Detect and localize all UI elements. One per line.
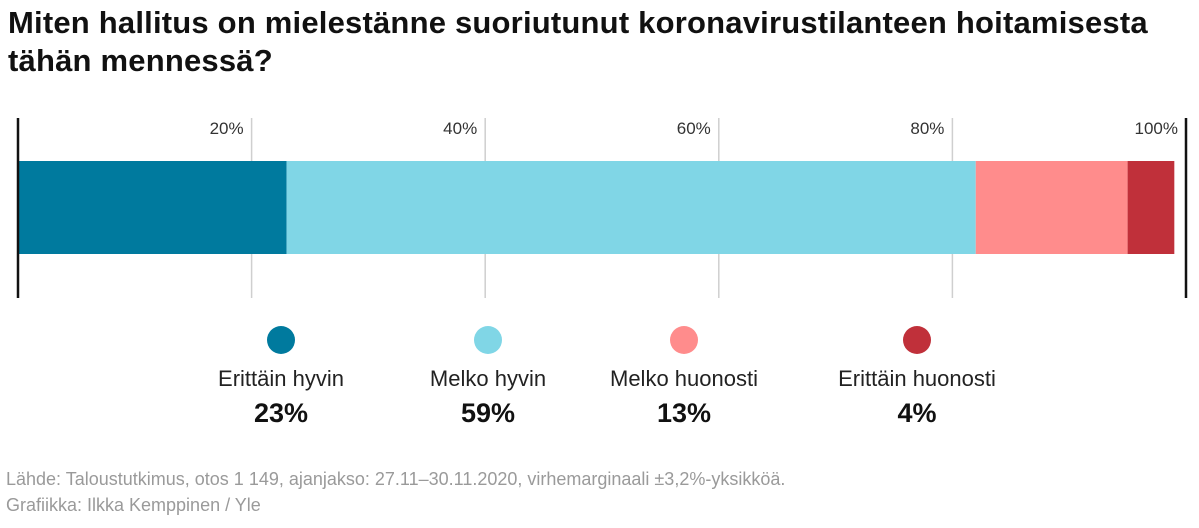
legend-dot [903,326,931,354]
legend-item-erittain-hyvin: Erittäin hyvin 23% [181,322,381,429]
tick-label: 40% [443,119,477,138]
stacked-bar-chart: 20% 40% 60% 80% 100% [16,118,1188,298]
credit-line: Grafiikka: Ilkka Kemppinen / Yle [6,495,261,515]
legend-label: Erittäin huonosti [838,366,996,391]
legend-item-erittain-huonosti: Erittäin huonosti 4% [817,322,1017,429]
legend-value: 13% [656,398,712,428]
legend-value: 23% [253,398,309,428]
chart-title: Miten hallitus on mielestänne suoriutunu… [8,5,1148,78]
legend-label: Melko huonosti [610,366,758,391]
bar-segment [286,161,976,254]
source-note: Lähde: Taloustutkimus, otos 1 149, ajanj… [6,466,785,518]
bar-segment [18,161,287,254]
legend-dot [267,326,295,354]
legend-label: Erittäin hyvin [218,366,344,391]
legend-value: 4% [897,398,937,428]
legend-item-melko-huonosti: Melko huonosti 13% [584,322,784,429]
legend-value: 59% [460,398,516,428]
tick-label: 20% [210,119,244,138]
legend-dot [474,326,502,354]
source-line: Lähde: Taloustutkimus, otos 1 149, ajanj… [6,469,786,489]
tick-label: 60% [677,119,711,138]
bar-segment [975,161,1128,254]
legend-item-melko-hyvin: Melko hyvin 59% [388,322,588,429]
legend-label: Melko hyvin [429,366,547,391]
tick-label: 80% [910,119,944,138]
legend: Erittäin hyvin 23% Melko hyvin 59% Melko… [0,322,1199,442]
legend-dot [670,326,698,354]
bar-segment [1127,161,1175,254]
tick-label: 100% [1135,119,1178,138]
